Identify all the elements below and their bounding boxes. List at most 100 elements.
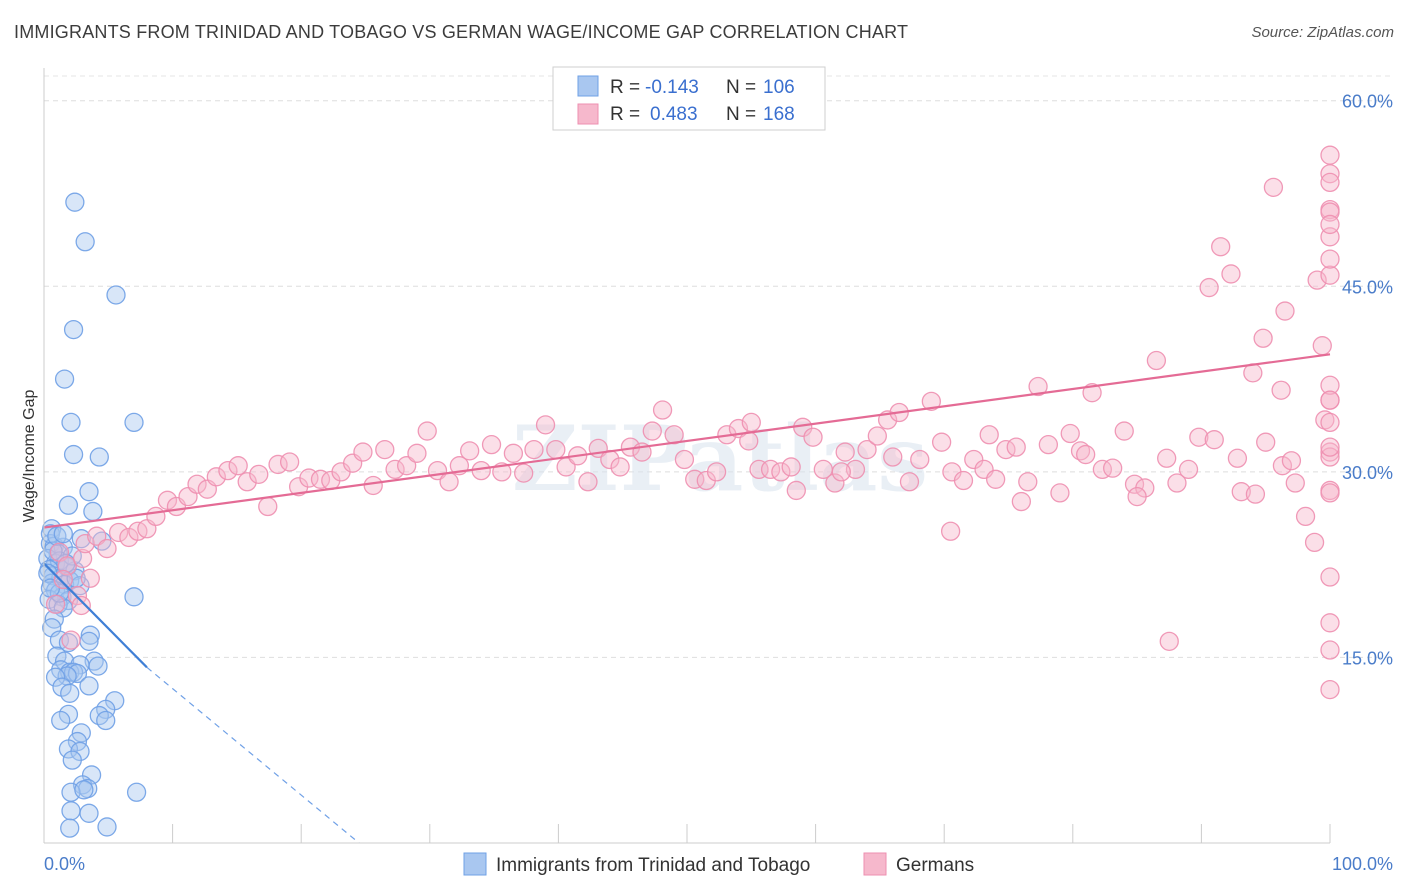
germans-point-158 — [1204, 430, 1224, 450]
germans-point-105 — [1092, 459, 1113, 480]
germans-point-26 — [249, 464, 269, 484]
germans-point-100 — [1038, 435, 1059, 455]
germans-point-138 — [1320, 442, 1340, 462]
germans-point-155 — [1320, 483, 1340, 503]
germans-point-41 — [407, 443, 427, 463]
trend-line-trinidad-extension — [146, 666, 360, 844]
chart-title: IMMIGRANTS FROM TRINIDAD AND TOBAGO VS G… — [14, 22, 909, 42]
germans-point-164 — [883, 447, 903, 467]
germans-point-89 — [921, 391, 941, 412]
trinidad-point-66 — [58, 739, 79, 759]
trinidad-point-77 — [60, 818, 80, 838]
germans-point-128 — [1245, 484, 1266, 504]
germans-point-92 — [953, 470, 974, 491]
germans-point-63 — [642, 421, 662, 441]
trinidad-point-43 — [79, 631, 99, 652]
germans-point-106 — [1103, 458, 1123, 478]
trinidad-point-61 — [58, 704, 79, 724]
trinidad-point-62 — [51, 710, 71, 731]
germans-point-142 — [1271, 380, 1291, 400]
germans-point-103 — [1070, 441, 1091, 461]
germans-point-132 — [1320, 145, 1340, 165]
germans-point-47 — [471, 460, 491, 481]
germans-point-113 — [1178, 459, 1199, 480]
germans-point-3 — [72, 548, 93, 569]
germans-point-144 — [1312, 336, 1332, 356]
germans-point-87 — [899, 472, 920, 492]
germans-point-165 — [831, 462, 851, 482]
germans-point-153 — [1320, 437, 1340, 457]
germans-point-46 — [460, 441, 480, 461]
germans-point-150 — [1320, 679, 1340, 700]
germans-point-36 — [353, 442, 373, 462]
germans-point-148 — [1320, 214, 1340, 235]
germans-point-114 — [1189, 427, 1209, 447]
trinidad-point-54 — [45, 667, 66, 687]
germans-point-51 — [514, 463, 534, 483]
germans-point-38 — [375, 439, 395, 460]
germans-point-104 — [1082, 383, 1102, 403]
germans-point-75 — [771, 462, 791, 482]
germans-point-88 — [910, 449, 930, 470]
trinidad-point-75 — [61, 801, 81, 821]
germans-point-9 — [75, 533, 95, 554]
germans-point-98 — [1018, 472, 1038, 492]
legend-swatch-germans — [577, 103, 599, 125]
germans-point-42 — [417, 421, 437, 441]
legend-n-label-trinidad: N = — [726, 77, 756, 98]
legend-r-value-trinidad: -0.143 — [645, 77, 699, 98]
germans-point-5 — [80, 568, 100, 588]
trinidad-point-74 — [126, 782, 147, 802]
germans-point-126 — [1315, 410, 1335, 430]
germans-point-107 — [1114, 421, 1134, 441]
germans-point-115 — [1199, 277, 1219, 298]
trinidad-point-10 — [58, 495, 79, 515]
trinidad-point-56 — [79, 676, 99, 696]
germans-point-22 — [206, 467, 226, 487]
germans-point-53 — [535, 415, 556, 435]
germans-point-12 — [108, 522, 129, 543]
germans-point-69 — [706, 462, 727, 482]
legend-n-label-germans: N = — [726, 104, 756, 125]
germans-point-117 — [1221, 264, 1241, 284]
germans-point-4 — [45, 594, 66, 614]
germans-point-121 — [1263, 177, 1284, 197]
germans-point-27 — [258, 496, 278, 517]
germans-point-152 — [1320, 412, 1340, 433]
bottom-legend-label-trinidad: Immigrants from Trinidad and Tobago — [496, 855, 810, 876]
germans-point-149 — [1320, 613, 1340, 633]
germans-point-82 — [845, 459, 866, 480]
germans-point-7 — [53, 569, 73, 590]
trinidad-point-3 — [63, 319, 84, 340]
germans-point-81 — [835, 442, 855, 462]
germans-point-29 — [279, 452, 300, 472]
trinidad-point-9 — [79, 482, 99, 502]
bottom-legend-swatch-trinidad — [463, 852, 487, 876]
germans-point-122 — [1275, 301, 1295, 321]
germans-point-134 — [1320, 172, 1340, 193]
legend-r-label-trinidad: R = — [610, 77, 640, 98]
legend-n-value-trinidad: 106 — [763, 77, 795, 98]
trinidad-point-55 — [52, 677, 72, 697]
germans-point-162 — [979, 425, 999, 445]
trinidad-point-2 — [106, 285, 126, 305]
germans-point-60 — [610, 457, 630, 477]
bottom-legend-label-germans: Germans — [896, 855, 974, 876]
germans-point-8 — [71, 595, 91, 616]
germans-point-123 — [1285, 473, 1305, 493]
germans-point-10 — [87, 526, 107, 546]
germans-point-101 — [1050, 483, 1070, 503]
germans-point-143 — [1227, 448, 1248, 468]
germans-point-84 — [867, 426, 887, 446]
legend-n-value-germans: 168 — [763, 104, 795, 125]
legend-swatch-trinidad — [577, 75, 599, 97]
trinidad-point-6 — [124, 412, 144, 433]
watermark: ZIPatlas — [512, 406, 928, 512]
germans-point-28 — [268, 454, 288, 475]
germans-point-64 — [652, 400, 673, 420]
germans-point-39 — [385, 459, 405, 480]
germans-point-130 — [1304, 532, 1325, 553]
trinidad-point-82 — [53, 524, 73, 544]
germans-point-52 — [524, 439, 544, 460]
